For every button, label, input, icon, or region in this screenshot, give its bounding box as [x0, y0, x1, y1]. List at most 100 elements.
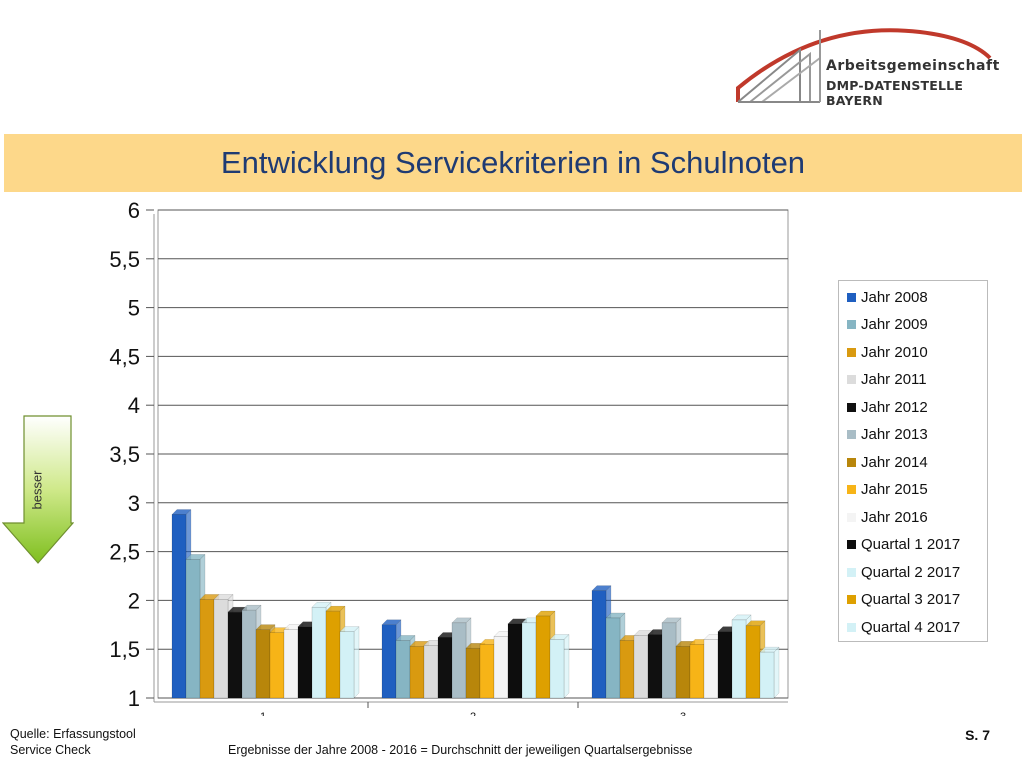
title-banner: Entwicklung Servicekriterien in Schulnot… — [4, 134, 1022, 192]
bar — [535, 615, 551, 699]
y-tick-label: 5 — [128, 296, 140, 321]
bar — [437, 637, 453, 699]
legend-swatch — [847, 292, 856, 302]
bar — [591, 590, 607, 699]
bar — [731, 619, 747, 699]
legend-swatch — [847, 347, 856, 357]
chart-legend: Jahr 2008 Jahr 2009 Jahr 2010 Jahr 2011 Jahr… — [838, 280, 988, 642]
y-tick-label: 4 — [128, 393, 140, 418]
legend-label: Quartal 3 2017 — [861, 591, 961, 608]
legend-item: Jahr 2011 — [847, 370, 927, 390]
y-tick-label: 5,5 — [109, 247, 140, 272]
legend-label: Jahr 2010 — [861, 343, 928, 361]
bar — [213, 599, 229, 699]
bar — [311, 606, 327, 699]
bar — [465, 647, 481, 699]
legend-swatch — [847, 320, 856, 329]
legend-label: Jahr 2012 — [861, 398, 928, 416]
legend-item: Jahr 2013 — [847, 425, 928, 445]
bar — [675, 646, 691, 699]
source-line-2: Service Check — [10, 743, 91, 757]
legend-item: Quartal 3 2017 — [847, 590, 960, 610]
legend-label: Jahr 2008 — [861, 288, 928, 306]
legend-item: Jahr 2008 — [847, 287, 928, 307]
logo-mark — [736, 28, 992, 103]
logo-line-1: Arbeitsgemeinschaft — [826, 58, 1000, 74]
bar — [745, 625, 761, 699]
x-tick-label: 3 — [680, 711, 686, 716]
legend-swatch — [847, 512, 856, 522]
bar — [633, 635, 649, 699]
legend-item: Jahr 2012 — [847, 397, 928, 417]
down-arrow-icon — [2, 415, 74, 564]
bar — [451, 622, 467, 699]
legend-label: Quartal 4 2017 — [861, 618, 961, 636]
y-tick-label: 1 — [128, 686, 140, 711]
y-tick-label: 4,5 — [109, 344, 140, 369]
legend-label: Jahr 2015 — [861, 481, 928, 498]
bar — [549, 639, 565, 699]
bar — [199, 599, 215, 699]
bar-side — [773, 646, 780, 699]
legend-label: Jahr 2016 — [861, 508, 928, 526]
page-number: S. 7 — [965, 727, 990, 743]
bar — [297, 626, 313, 699]
legend-item: Quartal 1 2017 — [847, 535, 960, 555]
page-title: Entwicklung Servicekriterien in Schulnot… — [220, 145, 806, 180]
y-tick-label: 2 — [128, 588, 140, 613]
bar — [479, 644, 495, 699]
legend-label: Quartal 1 2017 — [861, 536, 961, 553]
bar — [283, 629, 299, 699]
legend-label: Jahr 2009 — [861, 316, 928, 333]
bar — [619, 640, 635, 699]
bar — [493, 636, 509, 699]
legend-swatch — [847, 402, 856, 412]
legend-swatch — [847, 485, 856, 494]
y-tick-label: 6 — [128, 198, 140, 223]
legend-swatch — [847, 595, 856, 604]
bar — [409, 646, 425, 699]
legend-item: Jahr 2010 — [847, 342, 928, 362]
bar — [395, 640, 411, 699]
legend-item: Jahr 2014 — [847, 452, 928, 472]
bar — [381, 624, 397, 699]
bar — [171, 514, 187, 699]
footnote: Ergebnisse der Jahre 2008 - 2016 = Durch… — [228, 743, 693, 757]
bar — [423, 645, 439, 699]
bar — [647, 634, 663, 699]
bar — [759, 651, 775, 699]
legend-label: Jahr 2011 — [861, 371, 927, 388]
legend-swatch — [847, 430, 856, 439]
bar — [717, 631, 733, 699]
bar — [689, 644, 705, 699]
bar-chart: 1 1,5 2 2,5 3 3,5 4 4,5 5 5,5 6 1 2 3 — [109, 198, 789, 716]
legend-item: Jahr 2009 — [847, 315, 928, 335]
bar — [185, 559, 201, 699]
bar — [269, 632, 285, 699]
bar — [255, 629, 271, 699]
legend-item: Quartal 2 2017 — [847, 562, 960, 582]
legend-swatch — [847, 375, 856, 384]
bar — [325, 610, 341, 699]
bar — [703, 639, 719, 699]
legend-item: Jahr 2015 — [847, 480, 928, 500]
legend-swatch — [847, 540, 856, 549]
legend-item: Jahr 2016 — [847, 507, 928, 527]
x-tick-label: 2 — [470, 711, 476, 716]
bar — [241, 609, 257, 699]
bar — [227, 611, 243, 699]
bar-side — [563, 633, 570, 699]
source-line-1: Quelle: Erfassungstool — [10, 727, 136, 741]
legend-swatch — [847, 622, 856, 632]
legend-item: Quartal 4 2017 — [847, 617, 960, 637]
bar-side — [353, 626, 360, 699]
bar — [521, 622, 537, 699]
legend-label: Jahr 2014 — [861, 453, 928, 471]
bar — [507, 623, 523, 699]
y-tick-label: 1,5 — [109, 637, 140, 662]
bar — [605, 617, 621, 699]
y-tick-label: 3 — [128, 491, 140, 516]
legend-label: Jahr 2013 — [861, 426, 928, 443]
y-tick-label: 2,5 — [109, 540, 140, 565]
logo-line-2: DMP-DATENSTELLE BAYERN — [826, 78, 964, 108]
